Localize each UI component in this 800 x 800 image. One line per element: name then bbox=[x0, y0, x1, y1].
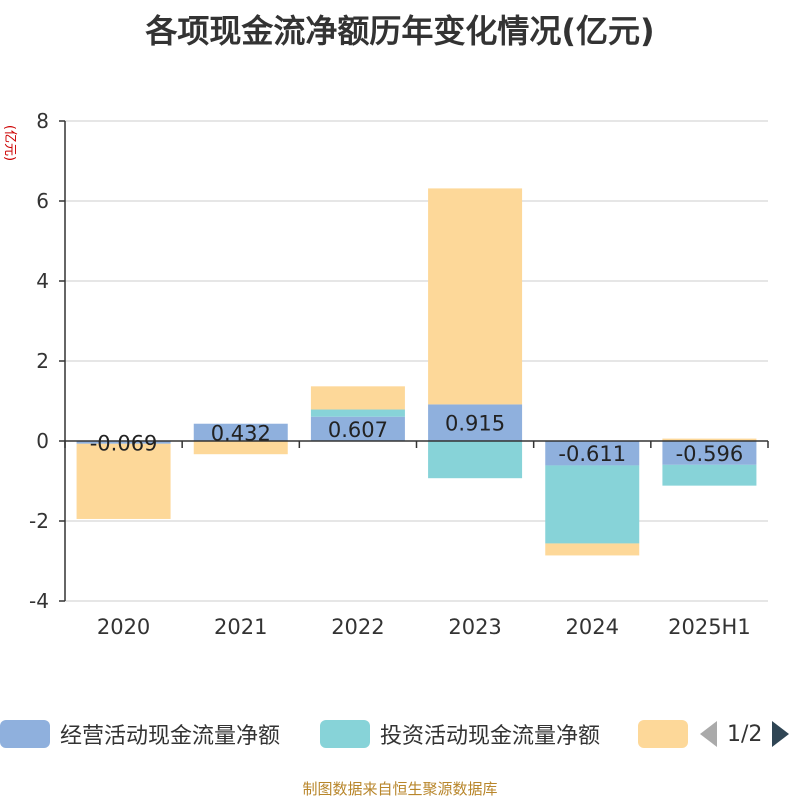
chart-title: 各项现金流净额历年变化情况(亿元) bbox=[145, 12, 655, 50]
x-tick-label: 2020 bbox=[97, 615, 150, 639]
bar-operating bbox=[545, 441, 640, 466]
x-tick-label: 2022 bbox=[331, 615, 384, 639]
data-label: 0.607 bbox=[328, 418, 388, 442]
x-tick-label: 2021 bbox=[214, 615, 267, 639]
y-tick-label: 8 bbox=[36, 109, 49, 133]
legend-next-page-icon[interactable] bbox=[772, 721, 790, 747]
data-label: -0.611 bbox=[558, 442, 626, 466]
data-label: -0.069 bbox=[90, 431, 158, 455]
bar-financing bbox=[76, 443, 171, 519]
legend-swatch-operating bbox=[0, 720, 50, 748]
legend-label-operating: 经营活动现金流量净额 bbox=[60, 724, 281, 749]
data-label: -0.596 bbox=[676, 442, 744, 466]
bar-investing bbox=[428, 441, 523, 479]
legend-pager: 1/2 bbox=[700, 712, 790, 756]
bar-operating bbox=[428, 404, 523, 441]
bar-investing bbox=[662, 464, 757, 486]
legend-page-indicator: 1/2 bbox=[727, 721, 763, 747]
bar-financing bbox=[662, 438, 757, 441]
legend-swatch-financing bbox=[638, 720, 688, 748]
legend-item-investing[interactable]: 投资活动现金流量净额 bbox=[320, 712, 600, 756]
y-tick-label: 0 bbox=[36, 429, 49, 453]
source-note: 制图数据来自恒生聚源数据库 bbox=[302, 780, 498, 798]
data-label: 0.432 bbox=[211, 421, 271, 445]
bar-financing bbox=[428, 188, 523, 405]
bar-financing bbox=[545, 543, 640, 556]
bar-operating bbox=[310, 416, 405, 441]
bar-financing bbox=[193, 441, 288, 455]
x-tick-label: 2024 bbox=[566, 615, 619, 639]
legend-item-financing[interactable] bbox=[638, 712, 688, 756]
y-tick-label: 2 bbox=[36, 349, 49, 373]
bar-financing bbox=[310, 386, 405, 410]
x-tick-label: 2025H1 bbox=[668, 615, 751, 639]
legend-prev-page-icon[interactable] bbox=[700, 721, 717, 747]
bar-investing bbox=[310, 409, 405, 417]
legend: 经营活动现金流量净额 投资活动现金流量净额 1/2 bbox=[0, 712, 800, 756]
legend-swatch-investing bbox=[320, 720, 370, 748]
y-tick-label: 6 bbox=[36, 189, 49, 213]
x-tick-label: 2023 bbox=[448, 615, 501, 639]
legend-item-operating[interactable]: 经营活动现金流量净额 bbox=[0, 712, 280, 756]
y-tick-label: -4 bbox=[29, 589, 49, 613]
y-tick-label: 4 bbox=[36, 269, 49, 293]
bar-investing bbox=[545, 465, 640, 544]
bar-operating bbox=[76, 441, 171, 444]
legend-label-investing: 投资活动现金流量净额 bbox=[380, 724, 601, 749]
stacked-bar-chart: -4 -2 0 2 4 6 8 (亿元) 2020 2021 2022 2023 2024 2025H1 -… bbox=[2, 109, 769, 639]
y-tick-label: -2 bbox=[29, 509, 49, 533]
bar-operating bbox=[662, 441, 757, 465]
bar-operating bbox=[193, 423, 288, 441]
y-axis-label: (亿元) bbox=[2, 125, 17, 161]
data-label: 0.915 bbox=[445, 412, 505, 436]
